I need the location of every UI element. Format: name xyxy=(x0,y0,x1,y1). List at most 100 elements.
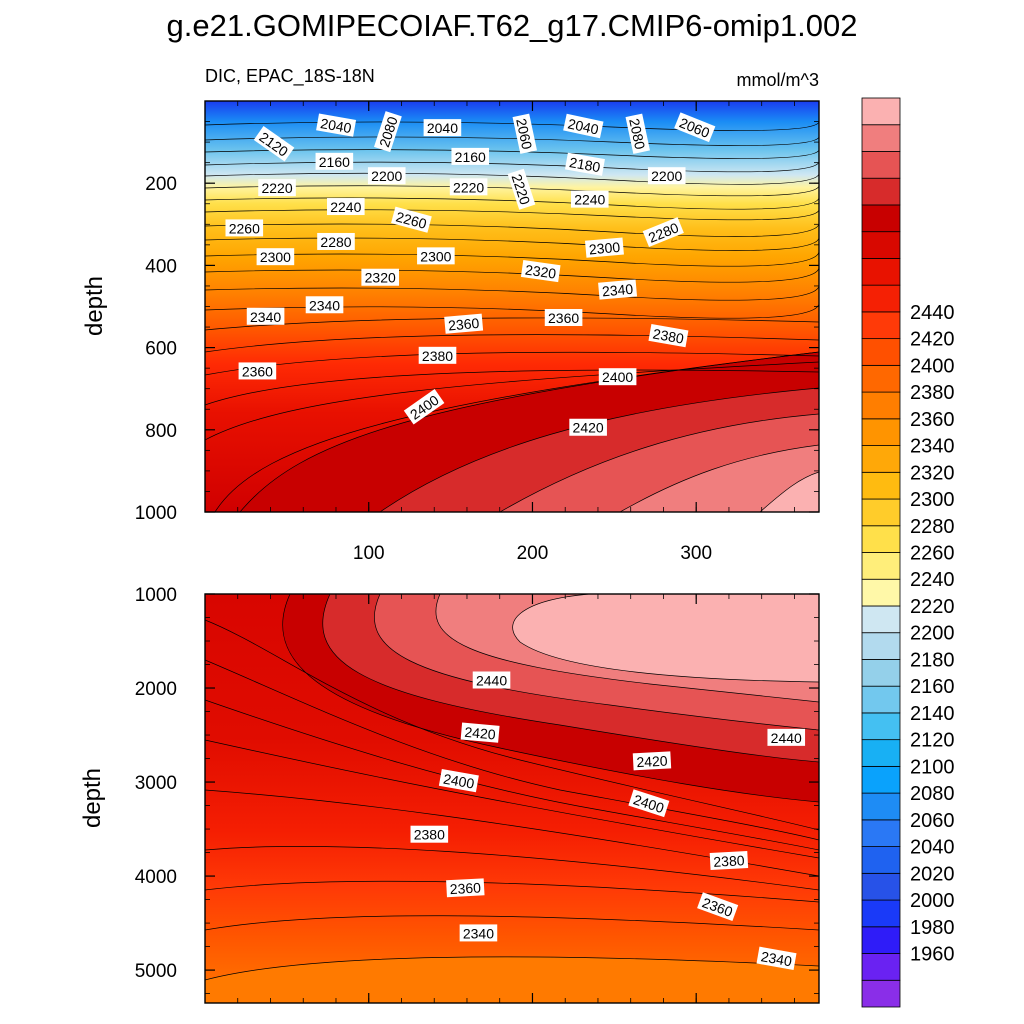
colorbar-label: 1980 xyxy=(910,917,955,939)
lower-contour-label-box xyxy=(460,722,500,743)
colorbar-labels: 1960 1980 2000 2020 2040 2060 2080 2100 2120 2140… xyxy=(910,302,955,966)
upper-contour-label: 2280 xyxy=(317,232,355,250)
lower-ytick-label: 4000 xyxy=(135,867,177,888)
upper-contour-label-text: 2320 xyxy=(524,261,557,281)
upper-contour-label: 2200 xyxy=(367,167,406,185)
upper-contour-label-text: 2220 xyxy=(261,180,292,196)
lower-ytick-label: 5000 xyxy=(135,961,177,982)
lower-contour-label-box xyxy=(410,825,449,843)
colorbar-box xyxy=(861,605,901,634)
lower-contour-label: 2360 xyxy=(446,878,485,898)
lower-contour-label-text: 2360 xyxy=(449,879,481,897)
upper-contour-label: 2360 xyxy=(544,309,583,327)
lower-contour-label-box xyxy=(767,728,806,746)
upper-xtick-label: 300 xyxy=(680,543,712,564)
colorbar-label: 2240 xyxy=(910,569,955,591)
upper-contour-label: 2160 xyxy=(451,147,490,165)
lower-contour-labels: 2440244024202420240024002380238023602360… xyxy=(410,671,806,970)
lower-contour-label: 2420 xyxy=(632,751,672,771)
upper-contour-label-text: 2080 xyxy=(626,117,648,151)
colorbar-label: 2300 xyxy=(910,489,955,511)
lower-contour-label-text: 2400 xyxy=(442,771,476,792)
lower-contour-label: 2440 xyxy=(472,671,511,689)
upper-contour-label-box xyxy=(648,323,689,348)
upper-contour-label-box xyxy=(570,190,609,208)
upper-contour-label: 2320 xyxy=(361,268,399,286)
upper-contour-label: 2040 xyxy=(316,113,357,137)
colorbar-box xyxy=(861,338,901,366)
colorbar-box xyxy=(861,258,901,286)
upper-contour-label-text: 2340 xyxy=(601,281,634,300)
upper-contour-label-text: 2200 xyxy=(371,168,402,184)
colorbar-box xyxy=(861,204,901,233)
colorbar-label: 2380 xyxy=(910,382,955,404)
colorbar-box xyxy=(861,953,901,981)
upper-contour-label-box xyxy=(256,248,295,266)
upper-contour-label-text: 2340 xyxy=(309,297,340,313)
upper-contour-label-box xyxy=(253,125,295,162)
lower-contour-label-text: 2420 xyxy=(464,724,497,743)
upper-contour-label-text: 2240 xyxy=(574,192,605,208)
upper-contour-label: 2220 xyxy=(258,179,296,197)
upper-contour-label-box xyxy=(361,268,399,286)
lower-contour-label-box xyxy=(446,878,485,898)
colorbar-boxes xyxy=(861,97,901,1008)
colorbar-label: 2420 xyxy=(910,329,955,351)
upper-contour-label-box xyxy=(564,152,605,176)
colorbar-label: 1960 xyxy=(910,944,955,966)
upper-contour-label: 2340 xyxy=(305,296,344,314)
colorbar-box xyxy=(861,685,901,714)
upper-region-2460 xyxy=(620,445,819,512)
upper-contour-label-text: 2380 xyxy=(652,326,686,347)
upper-contour-label-text: 2360 xyxy=(447,315,480,334)
upper-contour-label: 2260 xyxy=(225,219,264,237)
colorbar-box xyxy=(861,872,901,901)
colorbar-label: 2200 xyxy=(910,623,955,645)
lower-contour-label: 2380 xyxy=(709,851,749,870)
upper-contour-label-text: 2220 xyxy=(453,179,484,195)
upper-contour-label-box xyxy=(507,168,536,210)
upper-contour-label: 2040 xyxy=(423,119,462,137)
upper-ytick-label: 800 xyxy=(145,421,177,442)
upper-contour-label-box xyxy=(374,111,402,153)
upper-contour-label-text: 2300 xyxy=(260,249,291,265)
lower-contour-label-text: 2380 xyxy=(713,852,745,870)
upper-contour-label-text: 2160 xyxy=(319,154,350,170)
upper-contour-label: 2200 xyxy=(647,167,686,185)
upper-contour-label-text: 2380 xyxy=(422,348,453,364)
upper-contour-label: 2360 xyxy=(238,362,277,380)
upper-contour-label-box xyxy=(598,368,637,386)
colorbar-box xyxy=(861,899,901,928)
lower-panel: 2440244024202420240024002380238023602360… xyxy=(79,585,820,1004)
upper-contour-label-text: 2340 xyxy=(250,309,281,325)
upper-contour-label-text: 2200 xyxy=(651,168,682,184)
upper-ytick-label: 1000 xyxy=(135,503,177,524)
upper-contour-label-box xyxy=(317,232,355,250)
upper-contour-label-box xyxy=(647,167,686,185)
upper-contour-label-text: 2060 xyxy=(513,117,535,151)
upper-contour-label-text: 2320 xyxy=(365,270,396,286)
upper-contour-label-box xyxy=(642,217,684,247)
upper-contour-label-box xyxy=(315,152,354,170)
figure-title: g.e21.GOMIPECOIAF.T62_g17.CMIP6-omip1.00… xyxy=(167,8,858,43)
upper-contour-label-box xyxy=(327,198,365,216)
upper-ticks: 200 400 600 800 1000 100 200 300 xyxy=(135,100,819,564)
upper-contour-label: 2380 xyxy=(418,346,457,364)
upper-contour-label-box xyxy=(316,113,357,137)
lower-contour-label: 2380 xyxy=(410,825,449,843)
lower-contour-label-box xyxy=(709,851,749,870)
upper-ytick-label: 600 xyxy=(145,339,177,360)
upper-contour-label-box xyxy=(418,346,457,364)
colorbar-box xyxy=(861,177,901,206)
upper-contour-label-box xyxy=(391,206,432,233)
upper-contour-label-text: 2260 xyxy=(394,208,428,232)
colorbar-box xyxy=(861,471,901,500)
lower-contour-label: 2440 xyxy=(767,728,806,746)
upper-contour-label-box xyxy=(584,237,624,258)
lower-contour-label: 2400 xyxy=(438,768,479,793)
units-label: mmol/m^3 xyxy=(737,70,819,90)
lower-contour-label-text: 2340 xyxy=(760,948,794,969)
colorbar-box xyxy=(861,765,901,794)
